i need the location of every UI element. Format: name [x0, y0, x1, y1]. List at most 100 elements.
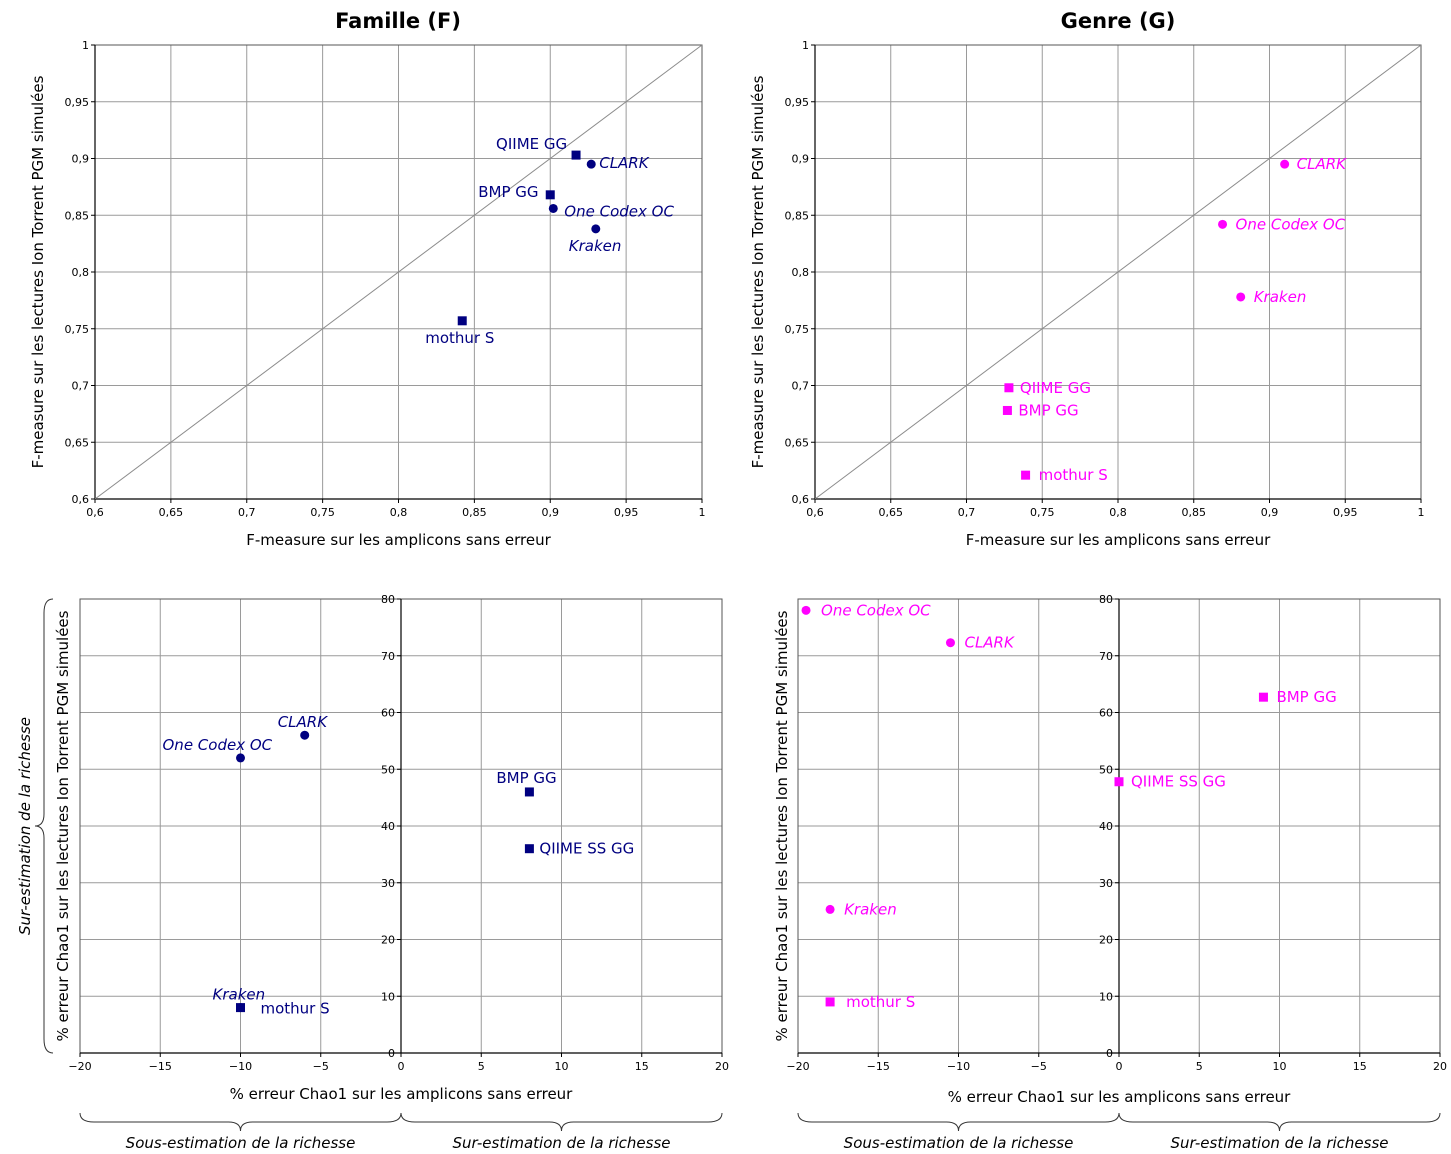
y-tick-label: 0	[388, 1047, 395, 1060]
x-tick-label: 0,95	[1333, 506, 1358, 519]
x-tick-label: 0,6	[86, 506, 104, 519]
point-marker	[825, 997, 835, 1007]
y-tick-label: 0,6	[72, 493, 90, 506]
y-tick-label: 20	[1099, 934, 1113, 947]
x-tick-label: 5	[1196, 1060, 1203, 1073]
point-label: One Codex OC	[1236, 215, 1346, 233]
x-tick-label: 0,95	[614, 506, 639, 519]
x-tick-label: 0,65	[879, 506, 904, 519]
point-label: CLARK	[964, 634, 1015, 652]
y-tick-label: 0,9	[792, 153, 810, 166]
point-label: CLARK	[1297, 155, 1348, 173]
point-marker	[236, 753, 245, 763]
x-tick-label: 1	[1418, 506, 1425, 519]
x-tick-label: 0,6	[806, 506, 824, 519]
y-tick-label: 0,7	[72, 380, 90, 393]
y-tick-label: 30	[1099, 877, 1113, 890]
x-tick-label: 15	[635, 1060, 649, 1073]
chart-3: −20 −15 −10 −5 0 5 10 15 20 0 10 20 30 40 50 60 70 80 % er…	[16, 593, 729, 1152]
point-label: Kraken	[569, 237, 622, 255]
x-tick-label: 1	[699, 506, 706, 519]
point-marker	[545, 190, 555, 200]
x-tick-label: 20	[715, 1060, 729, 1073]
point-label: mothur S	[261, 1000, 330, 1018]
y-tick-label: 1	[82, 39, 89, 52]
y-tick-label: 0,85	[785, 209, 810, 222]
point-marker	[524, 844, 534, 854]
point-marker	[457, 316, 467, 326]
brace-label-over: Sur-estimation de la richesse	[1170, 1134, 1388, 1152]
y-tick-label: 50	[381, 763, 395, 776]
chart-1: 0,6 0,65 0,7 0,75 0,8 0,85 0,9 0,95 1 0,6 0,65 0,7 0…	[29, 9, 706, 549]
x-axis-label: F-measure sur les amplicons sans erreur	[246, 531, 551, 549]
point-marker	[1002, 405, 1012, 415]
y-tick-label: 0,65	[785, 436, 810, 449]
y-tick-label: 0,65	[65, 436, 90, 449]
x-tick-label: 0,85	[462, 506, 487, 519]
point-label: QIIME GG	[496, 135, 567, 153]
point-marker	[801, 605, 811, 615]
point-marker	[1258, 692, 1268, 702]
point-marker	[1004, 383, 1014, 393]
brace-label-under: Sous-estimation de la richesse	[126, 1134, 356, 1152]
x-tick-label: −20	[68, 1060, 91, 1073]
x-tick-label: 0	[398, 1060, 405, 1073]
point-marker	[1218, 219, 1228, 229]
point-marker	[548, 203, 558, 213]
y-tick-label: 0,8	[792, 266, 810, 279]
point-label: Kraken	[844, 900, 897, 918]
point-marker	[300, 730, 310, 740]
y-tick-label: 70	[1099, 650, 1113, 663]
point-label: One Codex OC	[564, 202, 674, 220]
point-marker	[1280, 159, 1290, 169]
y-tick-label: 0,6	[792, 493, 810, 506]
point-label: BMP GG	[1018, 401, 1078, 419]
point-label: Kraken	[213, 986, 266, 1004]
point-label: One Codex OC	[163, 736, 273, 754]
y-tick-label: 0,9	[72, 153, 90, 166]
y-tick-label: 0,95	[65, 96, 90, 109]
point-label: QIIME SS GG	[539, 840, 634, 858]
x-tick-label: 0,65	[159, 506, 184, 519]
x-tick-label: 0,75	[310, 506, 335, 519]
y-tick-label: 40	[1099, 820, 1113, 833]
x-axis-label: % erreur Chao1 sur les amplicons sans er…	[230, 1085, 574, 1103]
y-tick-label: 40	[381, 820, 395, 833]
chart-2: 0,6 0,65 0,7 0,75 0,8 0,85 0,9 0,95 1 0,6 0,65 0,7 0…	[749, 9, 1425, 549]
y-tick-label: 0,95	[785, 96, 810, 109]
point-marker	[825, 904, 835, 914]
y-tick-label: 60	[1099, 707, 1113, 720]
x-tick-label: 0,9	[1261, 506, 1279, 519]
point-marker	[591, 224, 601, 234]
x-tick-label: 15	[1353, 1060, 1367, 1073]
point-marker	[1021, 470, 1031, 480]
x-tick-label: 0,75	[1030, 506, 1055, 519]
point-marker	[236, 1003, 245, 1013]
x-tick-label: −5	[1031, 1060, 1047, 1073]
x-tick-label: −5	[313, 1060, 329, 1073]
point-marker	[945, 638, 955, 648]
brace-label-vertical: Sur-estimation de la richesse	[16, 717, 34, 935]
point-label: BMP GG	[478, 183, 538, 201]
y-tick-label: 70	[381, 650, 395, 663]
y-tick-label: 60	[381, 707, 395, 720]
y-tick-label: 0,85	[65, 209, 90, 222]
y-tick-label: 0	[1106, 1047, 1113, 1060]
x-axis-label: F-measure sur les amplicons sans erreur	[966, 531, 1271, 549]
y-axis-label: F-measure sur les lectures Ion Torrent P…	[29, 75, 47, 468]
point-label: mothur S	[1039, 466, 1108, 484]
brace-vertical	[34, 598, 54, 1054]
point-label: CLARK	[278, 713, 329, 731]
x-tick-label: 0,7	[958, 506, 976, 519]
brace-right	[1118, 1112, 1441, 1132]
brace-left	[79, 1112, 402, 1132]
chart-title: Genre (G)	[1061, 9, 1176, 33]
y-tick-label: 0,8	[72, 266, 90, 279]
brace-right	[400, 1112, 723, 1132]
brace-label-under: Sous-estimation de la richesse	[844, 1134, 1074, 1152]
x-tick-label: 20	[1433, 1060, 1447, 1073]
x-tick-label: 0,7	[238, 506, 256, 519]
x-tick-label: 5	[478, 1060, 485, 1073]
x-axis-label: % erreur Chao1 sur les amplicons sans er…	[948, 1088, 1292, 1106]
